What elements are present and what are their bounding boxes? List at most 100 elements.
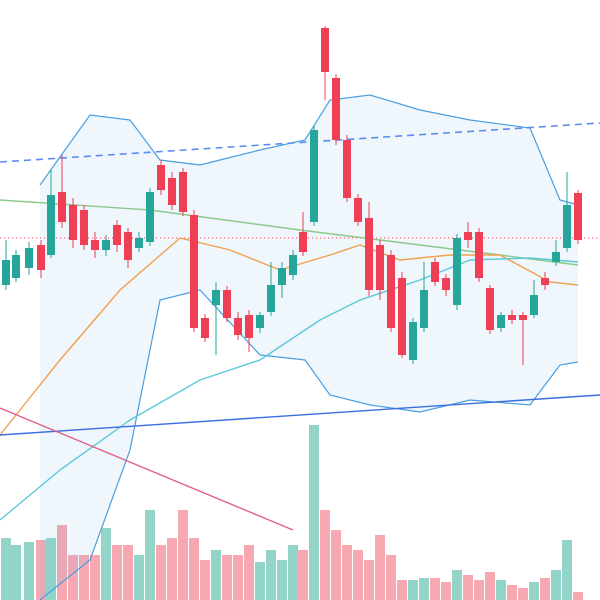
volume-bar [496,580,506,600]
volume-bar [375,535,385,600]
candle-body [321,28,329,72]
volume-bar [540,578,550,600]
candle-body [376,245,384,290]
candle-body [343,140,351,198]
candle-body [245,315,253,338]
candle-body [475,232,483,278]
band-lower [39,289,579,600]
volume-bar [233,555,243,600]
indicator-line [0,237,579,436]
volume-bar [320,510,330,600]
volume-bar [244,545,254,600]
candle-body [12,255,20,278]
candle-body [47,195,55,255]
candle-body [91,240,99,250]
candle-body [442,278,450,290]
candle-body [289,255,297,275]
candle-body [25,248,33,268]
candle-body [365,218,373,290]
candle-body [201,318,209,338]
volume-bar [156,545,166,600]
volume-bar [441,582,451,600]
candle-body [530,295,538,315]
volume-bar [562,540,572,600]
candle-body [124,232,132,260]
volume-bar [529,582,539,600]
volume-bar [386,555,396,600]
volume-bar [331,530,341,600]
volume-bar [123,545,133,600]
candle-body [453,238,461,305]
volume-bar [507,585,517,600]
candle-body [278,268,286,285]
candle-body [508,315,516,320]
volume-bar [189,538,199,600]
volume-bar [178,510,188,600]
volume-bar [145,510,155,600]
volume-bar [551,570,561,600]
candle-body [223,290,231,318]
volume-bar [342,545,352,600]
candle-body [464,232,472,240]
indicator-line [0,407,294,531]
volume-bar [266,550,276,600]
candle-body [212,290,220,305]
volume-bar [485,572,495,600]
band-upper [39,94,579,206]
indicator-line [0,199,579,266]
volume-bar [101,528,111,600]
indicator-line [0,257,579,521]
candle-body [256,315,264,328]
volume-bar [79,555,89,600]
volume-bar [211,550,221,600]
volume-bar [364,560,374,600]
candle-body [69,205,77,240]
volume-bar [518,588,528,600]
volume-bar [255,562,265,600]
volume-bar [474,580,484,600]
candle-body [310,130,318,222]
volume-bar [36,540,46,600]
volume-bar [200,560,210,600]
candle-body [168,178,176,205]
candle-body [80,210,88,245]
volume-bar [288,545,298,600]
candle-body [113,225,121,245]
volume-bar [277,560,287,600]
volume-bar [430,578,440,600]
candle-body [157,165,165,190]
candle-body [420,290,428,328]
candle-body [354,198,362,222]
candle-body [190,215,198,328]
candle-body [398,278,406,355]
candle-body [387,255,395,328]
volume-bar [134,555,144,600]
volume-bar [309,425,319,600]
volume-bar [24,542,34,600]
candle-body [146,192,154,242]
volume-bar [90,555,100,600]
candle-body [179,172,187,212]
volume-bar [397,580,407,600]
volume-bar [298,550,308,600]
candle-body [563,205,571,248]
candle-body [299,232,307,252]
volume-bar [573,592,583,600]
volume-bar [167,538,177,600]
candle-body [135,238,143,248]
candle-body [574,193,582,240]
candle-body [541,278,549,285]
volume-bar [46,538,56,600]
volume-bar [112,545,122,600]
volume-bar [222,555,232,600]
candle-body [102,240,110,250]
candle-body [431,262,439,282]
volume-bar [463,575,473,600]
candle-body [497,315,505,328]
candle-body [552,252,560,262]
volume-bar [452,570,462,600]
volume-bar [1,538,11,600]
